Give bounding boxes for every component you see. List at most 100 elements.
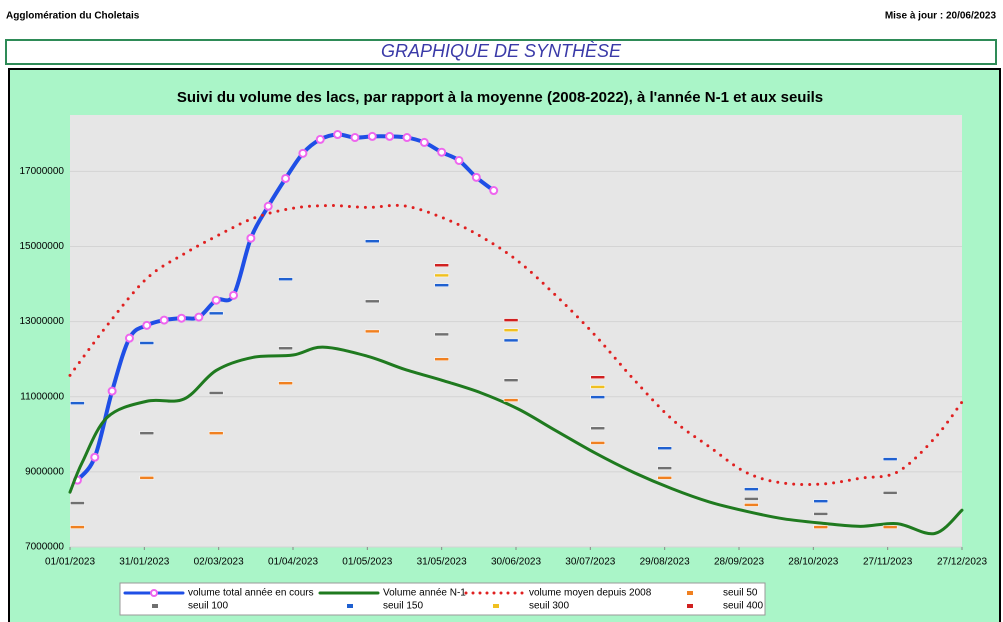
legend-swatch	[493, 604, 499, 608]
y-tick-label: 13000000	[20, 316, 65, 327]
legend-label: Volume année N-1	[383, 588, 466, 599]
threshold-marker	[882, 491, 898, 495]
y-tick-label: 7000000	[25, 542, 64, 553]
threshold-marker	[70, 501, 85, 505]
threshold-marker	[744, 487, 759, 491]
x-tick-label: 01/01/2023	[45, 557, 95, 568]
threshold-marker	[590, 375, 606, 379]
legend-label: volume moyen depuis 2008	[529, 588, 652, 599]
legend-swatch	[152, 604, 158, 608]
point-marker	[367, 131, 377, 141]
point-marker	[454, 155, 464, 165]
point-marker	[315, 134, 325, 144]
point-marker	[419, 137, 429, 147]
point-marker	[263, 201, 273, 211]
x-tick-label: 30/06/2023	[491, 557, 541, 568]
legend-label: seuil 50	[723, 588, 758, 599]
threshold-marker	[70, 401, 85, 405]
banner-box	[5, 39, 997, 65]
legend-swatch	[347, 604, 353, 608]
series-line	[68, 203, 964, 487]
threshold-marker	[590, 395, 606, 399]
threshold-marker	[70, 525, 85, 529]
threshold-marker	[503, 398, 519, 402]
x-tick-label: 31/01/2023	[119, 557, 169, 568]
threshold-marker	[278, 381, 293, 385]
threshold-marker	[744, 497, 759, 501]
x-tick-label: 29/08/2023	[640, 557, 690, 568]
threshold-marker	[813, 499, 829, 503]
y-tick-label: 9000000	[25, 467, 64, 478]
point-marker	[246, 233, 256, 243]
threshold-marker	[278, 277, 293, 281]
legend-label: seuil 100	[188, 601, 228, 612]
update-date: Mise à jour : 20/06/2023	[885, 11, 997, 22]
threshold-marker	[813, 512, 829, 516]
point-marker	[229, 290, 239, 300]
legend-box	[119, 582, 766, 616]
threshold-marker	[365, 239, 380, 243]
series-line	[68, 345, 964, 536]
point-marker	[489, 186, 499, 196]
point-marker	[90, 452, 100, 462]
threshold-marker	[208, 311, 224, 316]
point-marker	[211, 295, 221, 305]
x-tick-label: 01/04/2023	[268, 557, 318, 568]
point-marker	[159, 315, 169, 325]
point-marker	[281, 173, 291, 183]
point-marker	[107, 386, 117, 396]
legend-label: volume total année en cours	[188, 588, 314, 599]
threshold-marker	[503, 338, 519, 343]
x-tick-label: 28/10/2023	[788, 557, 838, 568]
x-tick-label: 27/12/2023	[937, 557, 987, 568]
threshold-marker	[657, 446, 672, 450]
threshold-marker	[590, 385, 606, 389]
threshold-marker	[278, 346, 293, 351]
threshold-marker	[434, 357, 449, 361]
y-tick-label: 17000000	[20, 166, 65, 177]
threshold-marker	[139, 476, 155, 480]
threshold-marker	[139, 341, 155, 345]
threshold-marker	[434, 332, 449, 337]
point-marker	[385, 131, 395, 141]
threshold-marker	[365, 299, 380, 304]
x-tick-label: 01/05/2023	[342, 557, 392, 568]
org-name: Agglomération du Choletais	[6, 11, 140, 22]
legend-label: seuil 400	[723, 601, 763, 612]
x-tick-label: 28/09/2023	[714, 557, 764, 568]
threshold-marker	[208, 431, 224, 435]
point-marker	[471, 172, 481, 182]
point-marker	[333, 130, 343, 140]
chart-title: Suivi du volume des lacs, par rapport à …	[177, 89, 823, 106]
x-tick-label: 02/03/2023	[194, 557, 244, 568]
banner-title: GRAPHIQUE DE SYNTHÈSE	[381, 41, 622, 61]
point-marker	[437, 147, 447, 157]
threshold-marker	[139, 431, 155, 435]
legend-swatch	[687, 591, 693, 595]
threshold-marker	[590, 441, 606, 445]
threshold-marker	[882, 457, 898, 461]
point-marker	[402, 133, 412, 143]
x-tick-label: 31/05/2023	[417, 557, 467, 568]
x-tick-label: 30/07/2023	[565, 557, 615, 568]
threshold-marker	[590, 426, 606, 431]
threshold-marker	[434, 263, 449, 268]
point-marker	[142, 320, 152, 330]
point-marker	[177, 313, 186, 323]
threshold-marker	[744, 503, 759, 507]
point-marker	[194, 312, 204, 322]
point-marker	[124, 333, 134, 343]
threshold-marker	[503, 318, 519, 322]
legend-swatch	[150, 589, 158, 597]
threshold-marker	[434, 273, 449, 278]
x-tick-label: 27/11/2023	[863, 557, 913, 568]
threshold-marker	[813, 525, 829, 529]
threshold-marker	[882, 525, 898, 529]
point-marker	[298, 148, 308, 158]
threshold-marker	[657, 466, 672, 470]
y-tick-label: 11000000	[20, 391, 64, 402]
legend-label: seuil 300	[529, 601, 569, 612]
threshold-marker	[434, 283, 449, 287]
threshold-marker	[503, 378, 519, 382]
